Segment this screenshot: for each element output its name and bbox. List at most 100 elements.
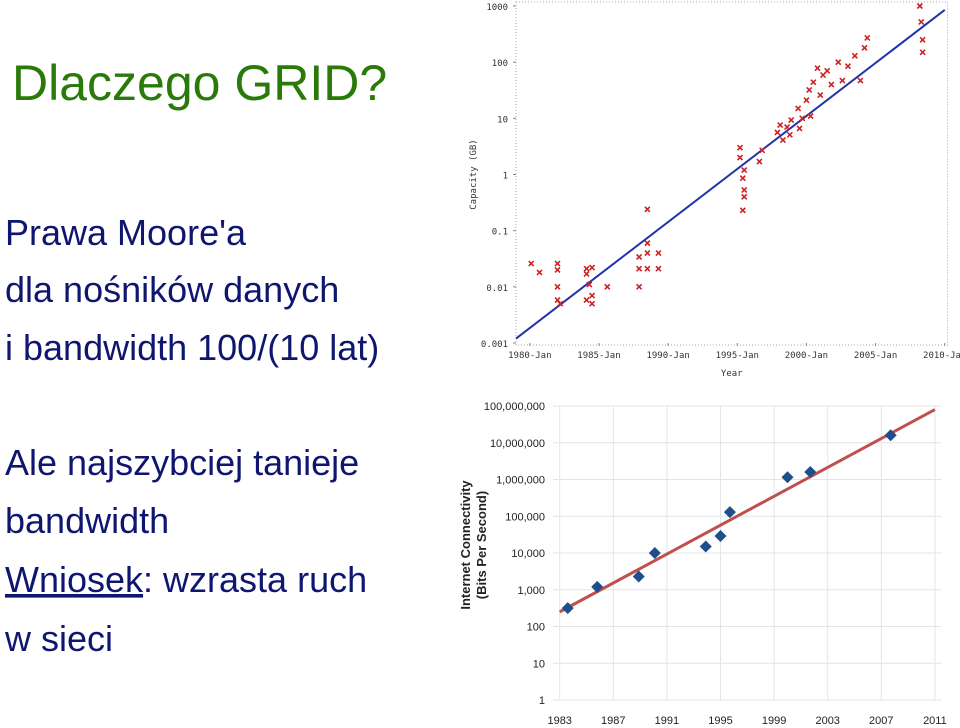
data-point: [759, 147, 766, 154]
data-point: [786, 131, 793, 138]
y-tick-label: 1: [503, 172, 508, 182]
data-point: [604, 283, 611, 290]
x-tick-label: 1999: [762, 715, 786, 727]
chart: 1 10 100 1,000 10,000 100,000 1,000,000 10,000,…: [458, 401, 947, 727]
data-point: [919, 36, 926, 43]
x-tick-label: 1991: [655, 715, 679, 727]
data-point: [583, 297, 590, 304]
data-point: [781, 471, 794, 484]
data-point: [828, 81, 835, 88]
data-point: [557, 300, 564, 307]
data-point: [756, 158, 763, 165]
data-point: [736, 154, 744, 161]
x-tick-label: 1990-Jan: [646, 351, 689, 361]
data-point: [699, 540, 712, 553]
x-tick-label: 2007: [869, 715, 893, 727]
data-point: [741, 186, 748, 194]
data-point: [739, 207, 746, 214]
data-point: [916, 2, 923, 10]
data-point: [554, 260, 561, 267]
bullet: i bandwidth 100/(10 lat): [5, 327, 379, 368]
data-point: [835, 59, 842, 66]
y-tick-label: 10,000,000: [490, 438, 545, 450]
y-tick-label: 10,000: [511, 548, 545, 560]
data-point: [784, 123, 791, 131]
data-point: [807, 112, 814, 120]
bullet: Wniosek: wzrasta ruch: [5, 559, 367, 600]
data-point: [810, 79, 817, 86]
data-point: [839, 77, 846, 84]
data-point: [857, 77, 864, 84]
data-point: [864, 34, 871, 42]
bullet: bandwidth: [5, 500, 169, 541]
data-point: [561, 602, 574, 615]
x-tick-label: 1983: [547, 715, 571, 727]
data-point: [589, 292, 596, 299]
data-point: [636, 253, 643, 261]
y-tick-label: 0.01: [486, 284, 508, 294]
data-point: [636, 283, 643, 290]
data-point: [589, 264, 596, 271]
data-point: [644, 265, 651, 272]
data-point: [736, 144, 744, 151]
data-point: [636, 265, 643, 272]
y-tick-label: 1,000: [517, 585, 545, 597]
data-point: [655, 249, 662, 257]
data-point: [554, 283, 561, 290]
data-point: [589, 300, 596, 307]
y-axis-label: Internet Connectivity: [458, 480, 473, 610]
data-point: [844, 63, 851, 70]
data-point: [884, 429, 897, 442]
y-tick-label: 10: [533, 658, 545, 670]
data-point: [817, 91, 824, 99]
data-point: [644, 249, 651, 257]
data-point: [774, 129, 781, 136]
y-tick-label: 1: [539, 695, 545, 707]
data-point: [714, 530, 727, 543]
bullet: Ale najszybciej tanieje: [5, 442, 359, 483]
data-point: [632, 570, 645, 583]
data-point: [741, 166, 748, 174]
conclusion-text: : wzrasta ruch: [143, 559, 367, 600]
x-tick-label: 1995: [708, 715, 732, 727]
data-point: [536, 269, 543, 276]
data-point: [804, 465, 817, 478]
y-tick-label: 1000: [486, 3, 508, 13]
y-tick-label: 0.001: [481, 340, 508, 350]
data-point: [741, 193, 748, 200]
data-point: [648, 547, 661, 559]
bullet: w sieci: [4, 618, 113, 659]
plot-frame: [515, 1, 948, 346]
y-tick-label: 100: [527, 622, 545, 634]
y-tick-label: 10: [497, 115, 508, 125]
data-point: [824, 67, 831, 74]
y-tick-label: 100,000,000: [484, 401, 545, 413]
data-point: [814, 65, 821, 72]
data-point: [806, 86, 813, 94]
x-axis-label: Year: [721, 369, 743, 379]
data-point: [591, 580, 604, 593]
data-point: [919, 49, 926, 56]
data-point: [799, 115, 806, 122]
conclusion-label: Wniosek: [5, 559, 144, 600]
data-point: [644, 206, 651, 213]
data-point: [528, 260, 535, 267]
data-point: [554, 266, 561, 273]
data-point: [795, 105, 802, 112]
x-tick-label: 1987: [601, 715, 625, 727]
data-point: [723, 506, 736, 519]
data-point: [583, 270, 590, 277]
data-point: [851, 52, 858, 59]
x-tick-label: 2005-Jan: [854, 351, 897, 361]
data-point: [779, 137, 786, 144]
x-tick-label: 2011: [923, 715, 947, 727]
data-point: [644, 240, 651, 247]
bullet: dla nośników danych: [5, 269, 339, 310]
data-point: [586, 281, 593, 288]
y-tick-label: 0.1: [492, 228, 508, 238]
data-point: [583, 265, 590, 272]
x-tick-label: 1995-Jan: [716, 351, 759, 361]
data-point: [918, 18, 925, 26]
y-axis-label: Capacity (GB): [469, 139, 479, 209]
x-tick-label: 2010-Jan: [923, 351, 960, 361]
